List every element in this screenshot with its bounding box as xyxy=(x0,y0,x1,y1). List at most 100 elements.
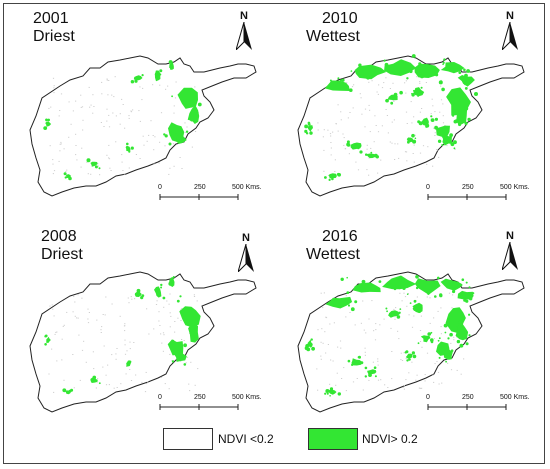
vegetation-patch xyxy=(325,296,353,309)
terrain-speck xyxy=(50,106,52,108)
terrain-speck xyxy=(414,134,416,136)
terrain-speck xyxy=(79,379,81,381)
terrain-speck xyxy=(87,318,89,320)
map-panel-2001: 2001 Driest N 0 250 500 Kms. xyxy=(8,6,278,218)
panel-label: Driest xyxy=(41,246,83,263)
vegetation-patch xyxy=(90,161,98,167)
terrain-speck xyxy=(373,141,375,143)
terrain-speck xyxy=(448,292,451,294)
vegetation-dot xyxy=(420,86,423,89)
terrain-speck xyxy=(124,323,126,325)
terrain-speck xyxy=(88,86,90,88)
vegetation-dot xyxy=(380,70,382,72)
vegetation-dot xyxy=(426,67,430,70)
terrain-speck xyxy=(87,173,89,175)
terrain-speck xyxy=(159,84,161,86)
terrain-speck xyxy=(416,296,418,298)
terrain-speck xyxy=(436,361,438,363)
map-panel-2008: 2008 Driest N 0 250 500 Kms. xyxy=(8,222,278,434)
terrain-speck xyxy=(368,81,370,83)
vegetation-dot xyxy=(129,360,132,363)
terrain-speck xyxy=(52,308,54,310)
figure-frame xyxy=(3,3,545,464)
terrain-speck xyxy=(359,93,361,95)
terrain-speck xyxy=(440,79,442,81)
terrain-speck xyxy=(322,342,324,344)
vegetation-dot xyxy=(370,151,373,154)
vegetation-dot xyxy=(311,346,315,351)
terrain-speck xyxy=(378,84,380,86)
vegetation-dot xyxy=(354,144,359,149)
vegetation-patch xyxy=(412,302,423,314)
terrain-speck xyxy=(162,332,165,334)
vegetation-dot xyxy=(346,140,350,144)
terrain-speck xyxy=(324,331,326,333)
panel-title: 2010 Wettest xyxy=(306,10,360,46)
terrain-speck xyxy=(160,112,163,114)
terrain-speck xyxy=(168,388,170,390)
vegetation-dot xyxy=(334,300,337,303)
terrain-speck xyxy=(166,300,168,302)
terrain-speck xyxy=(394,143,396,145)
terrain-speck xyxy=(101,326,103,328)
vegetation-dot xyxy=(468,313,471,316)
vegetation-patch xyxy=(46,336,51,343)
scale-bar: 0 250 500 Kms. xyxy=(158,184,278,210)
vegetation-dot xyxy=(364,366,368,370)
terrain-speck xyxy=(122,170,124,171)
terrain-speck xyxy=(142,87,144,89)
terrain-speck xyxy=(374,339,377,341)
terrain-speck xyxy=(81,147,83,149)
terrain-speck xyxy=(403,292,405,294)
vegetation-dot xyxy=(458,123,462,127)
terrain-speck xyxy=(432,374,434,376)
terrain-speck xyxy=(330,154,332,156)
country-outline xyxy=(29,271,257,413)
vegetation-dot xyxy=(458,320,463,324)
panel-label: Wettest xyxy=(306,28,360,45)
terrain-speck xyxy=(96,381,99,383)
terrain-speck xyxy=(115,353,117,355)
terrain-speck xyxy=(105,296,107,298)
terrain-speck xyxy=(402,386,404,388)
vegetation-dot xyxy=(168,142,172,146)
vegetation-dot xyxy=(159,73,162,76)
terrain-speck xyxy=(93,106,95,107)
terrain-speck xyxy=(77,294,79,296)
terrain-speck xyxy=(92,351,94,353)
terrain-speck xyxy=(327,129,329,131)
terrain-speck xyxy=(53,391,55,393)
terrain-speck xyxy=(133,342,135,343)
terrain-speck xyxy=(392,100,394,102)
terrain-speck xyxy=(108,80,110,81)
terrain-speck xyxy=(116,387,118,388)
terrain-speck xyxy=(379,324,381,326)
terrain-speck xyxy=(128,115,130,117)
terrain-speck xyxy=(130,111,133,113)
terrain-speck xyxy=(397,143,399,145)
north-arrow: N xyxy=(234,232,258,272)
terrain-speck xyxy=(52,163,54,165)
terrain-speck xyxy=(191,107,193,108)
terrain-speck xyxy=(59,110,61,111)
terrain-speck xyxy=(107,364,109,366)
terrain-speck xyxy=(460,373,462,375)
vegetation-dot xyxy=(45,118,48,122)
terrain-speck xyxy=(150,120,152,122)
vegetation-dot xyxy=(339,79,342,82)
vegetation-patch xyxy=(307,125,313,132)
panel-label: Driest xyxy=(33,28,75,45)
terrain-speck xyxy=(68,101,70,103)
terrain-speck xyxy=(116,348,118,349)
terrain-speck xyxy=(424,374,426,376)
vegetation-dot xyxy=(304,346,309,351)
vegetation-dot xyxy=(128,150,131,153)
terrain-speck xyxy=(386,115,388,116)
terrain-speck xyxy=(75,100,77,102)
terrain-speck xyxy=(364,108,367,110)
terrain-speck xyxy=(153,163,155,165)
terrain-speck xyxy=(419,341,422,342)
terrain-speck xyxy=(436,149,438,151)
terrain-speck xyxy=(438,383,440,385)
terrain-speck xyxy=(184,122,186,124)
